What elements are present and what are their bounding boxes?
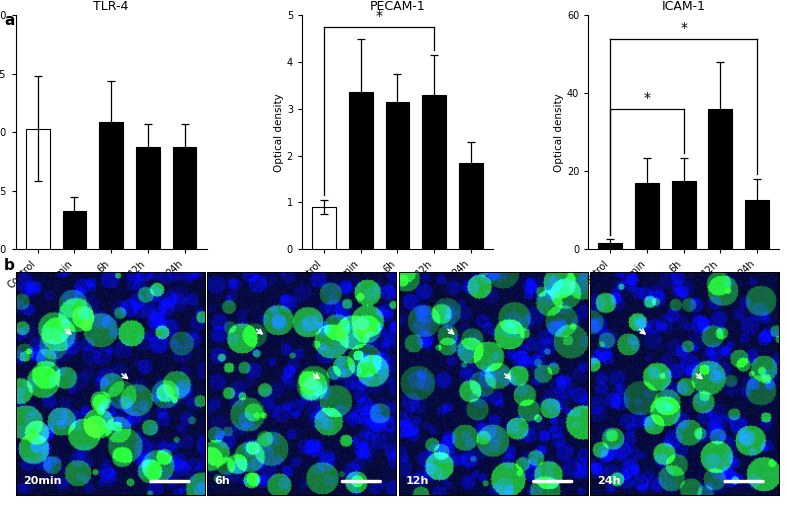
Bar (386, 102, 409, 249)
Bar (745, 200, 769, 249)
Bar (459, 163, 482, 249)
Bar (172, 147, 197, 249)
Text: *: * (644, 91, 651, 105)
Title: ICAM-1: ICAM-1 (662, 0, 706, 13)
Text: 20min: 20min (24, 476, 62, 486)
Bar (62, 211, 87, 249)
Text: *: * (375, 9, 382, 23)
Bar (635, 183, 659, 249)
Bar (312, 207, 336, 249)
Title: PECAM-1: PECAM-1 (370, 0, 425, 13)
Text: b: b (4, 258, 15, 273)
Text: a: a (4, 13, 14, 28)
Bar (672, 181, 696, 249)
Bar (99, 122, 123, 249)
Bar (349, 92, 373, 249)
Bar (598, 243, 623, 249)
Bar (26, 129, 50, 249)
Y-axis label: Optical density: Optical density (274, 93, 284, 172)
Bar (136, 147, 160, 249)
Y-axis label: Optical density: Optical density (554, 93, 564, 172)
Text: 24h: 24h (597, 476, 621, 486)
Text: 6h: 6h (215, 476, 231, 486)
Text: 12h: 12h (406, 476, 430, 486)
Bar (708, 109, 733, 249)
Bar (422, 95, 446, 249)
Text: *: * (680, 21, 687, 35)
Title: TLR-4: TLR-4 (94, 0, 129, 13)
